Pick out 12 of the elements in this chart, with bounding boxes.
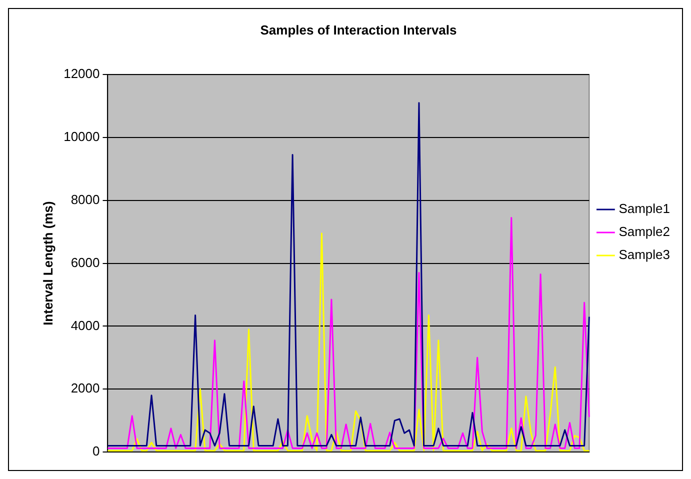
y-tick-label: 8000	[70, 192, 100, 207]
y-axis-title: Interval Length (ms)	[40, 201, 56, 326]
y-tick-label: 0	[92, 444, 100, 459]
chart-title: Samples of Interaction Intervals	[260, 22, 457, 38]
legend-label: Sample1	[618, 201, 670, 216]
y-tick-label: 4000	[70, 318, 100, 333]
y-tick-label: 10000	[64, 129, 100, 144]
y-tick-label: 12000	[64, 66, 100, 82]
legend-label: Sample2	[618, 224, 670, 240]
y-tick-label: 6000	[70, 254, 100, 270]
legend-label: Sample3	[618, 247, 670, 262]
y-tick-label: 2000	[70, 380, 100, 396]
